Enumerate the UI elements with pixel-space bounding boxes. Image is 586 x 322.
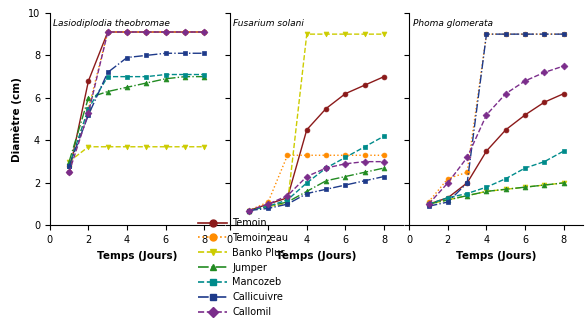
Y-axis label: Diamètre (cm): Diamètre (cm) [12,77,22,162]
X-axis label: Temps (Jours): Temps (Jours) [276,251,357,261]
Text: Phoma glomerata: Phoma glomerata [413,19,493,28]
Legend: Temoin, Temoin eau, Banko Plus, Jumper, Mancozeb, Callicuivre, Callomil: Temoin, Temoin eau, Banko Plus, Jumper, … [198,218,288,317]
Text: Fusarium solani: Fusarium solani [233,19,304,28]
X-axis label: Temps (Jours): Temps (Jours) [456,251,536,261]
X-axis label: Temps (Jours): Temps (Jours) [97,251,177,261]
Text: Lasiodiplodia theobromae: Lasiodiplodia theobromae [53,19,170,28]
